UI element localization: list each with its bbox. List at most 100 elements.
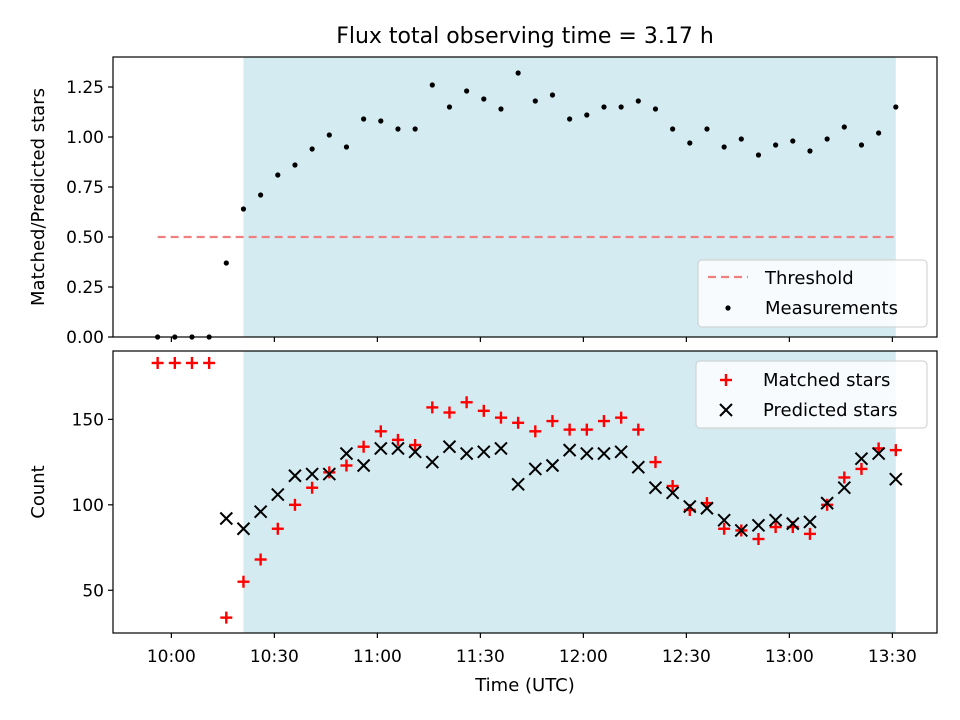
- top-panel: 0.00 0.25 0.50 0.75 1.00 1.25 Matched/Predict…: [28, 56, 938, 348]
- predicted-star-marker: [494, 441, 508, 456]
- measurement-point: [498, 106, 504, 112]
- predicted-star-marker: [459, 446, 474, 461]
- predicted-star-marker: [236, 522, 251, 536]
- predicted-star-marker: [751, 518, 766, 533]
- x-tick-label: 11:30: [456, 647, 505, 667]
- top-x-ticks: [170, 337, 893, 342]
- matched-star-marker: [649, 456, 662, 469]
- predicted-star-marker: [477, 445, 491, 459]
- x-tick-label: 11:00: [353, 647, 402, 667]
- predicted-star-marker: [374, 441, 388, 456]
- top-y-ticks: 0.00 0.25 0.50 0.75 1.00 1.25: [66, 78, 113, 348]
- x-tick-label: 13:00: [765, 647, 814, 667]
- predicted-star-marker: [871, 446, 886, 461]
- predicted-star-marker: [820, 496, 834, 510]
- measurement-point: [532, 98, 538, 104]
- matched-star-marker: [821, 498, 834, 511]
- measurement-point: [292, 162, 298, 168]
- y-tick-label: 0.50: [66, 228, 104, 248]
- measurement-point: [670, 126, 676, 132]
- predicted-star-marker: [837, 481, 852, 495]
- matched-star-marker: [426, 401, 439, 414]
- predicted-star-marker: [305, 467, 319, 481]
- measurement-point: [601, 104, 607, 110]
- bottom-y-ticks: 50 100 150: [72, 410, 113, 601]
- top-legend-box: [697, 259, 928, 328]
- legend-predicted-swatch: [719, 403, 733, 417]
- matched-star-marker: [632, 423, 645, 436]
- x-tick-label: 13:30: [868, 647, 917, 667]
- matched-star-marker: [168, 356, 181, 369]
- measurement-point: [567, 116, 573, 122]
- matched-star-marker: [254, 553, 267, 566]
- measurement-points: [155, 70, 899, 340]
- predicted-star-marker: [356, 458, 371, 473]
- bottom-legend: Matched stars Predicted stars: [695, 360, 928, 429]
- measurement-point: [584, 112, 590, 118]
- predicted-star-marker: [665, 486, 680, 500]
- matched-star-marker: [512, 416, 525, 429]
- measurement-point: [618, 104, 624, 110]
- bottom-axes-frame: [112, 350, 938, 634]
- measurement-point: [326, 132, 332, 138]
- measurement-point: [464, 88, 470, 94]
- measurement-point: [515, 70, 521, 76]
- predicted-star-marker: [786, 516, 800, 531]
- matched-star-marker: [666, 480, 679, 493]
- measurement-point: [652, 106, 659, 112]
- matched-star-marker: [752, 533, 765, 545]
- matched-star-marker: [580, 423, 593, 436]
- matched-star-marker: [803, 527, 816, 540]
- measurement-point: [378, 118, 384, 124]
- matched-star-marker: [443, 406, 456, 419]
- matched-star-marker: [185, 356, 198, 369]
- x-tick-label: 12:30: [662, 647, 711, 667]
- legend-matched-swatch: [720, 374, 732, 386]
- measurement-point: [343, 144, 350, 150]
- measurement-point: [240, 206, 247, 212]
- measurement-point: [704, 126, 710, 132]
- predicted-star-marker: [528, 462, 543, 476]
- top-y-axis-label: Matched/Predicted stars: [28, 88, 49, 306]
- matched-star-marker: [271, 522, 284, 535]
- measurement-point: [893, 104, 899, 110]
- predicted-star-marker: [425, 455, 440, 469]
- matched-star-marker: [855, 462, 868, 475]
- matched-star-marker: [529, 425, 542, 438]
- predicted-star-marker: [253, 504, 268, 519]
- y-tick-label: 100: [72, 496, 104, 516]
- measurement-point: [635, 98, 641, 104]
- matched-star-marker: [151, 356, 164, 369]
- x-tick-label: 10:30: [250, 647, 299, 667]
- measurement-point: [429, 82, 435, 88]
- predicted-star-marker: [219, 511, 234, 526]
- matched-star-marker: [323, 466, 336, 479]
- predicted-star-marker: [803, 515, 817, 529]
- matched-star-marker: [409, 439, 422, 451]
- measurement-point: [876, 130, 882, 136]
- predicted-star-marker: [648, 481, 663, 495]
- matched-star-marker: [391, 433, 404, 446]
- matched-star-marker: [288, 498, 301, 511]
- y-tick-label: 50: [82, 581, 104, 601]
- x-tick-label: 10:00: [147, 647, 196, 667]
- predicted-star-marker: [854, 451, 869, 466]
- predicted-star-marker: [768, 513, 783, 527]
- matched-star-marker: [203, 356, 216, 369]
- bottom-y-axis-label: Count: [28, 465, 49, 518]
- y-tick-label: 1.00: [66, 128, 104, 148]
- matched-star-marker: [563, 423, 576, 436]
- matched-star-marker: [460, 396, 473, 409]
- measurement-point: [738, 136, 744, 142]
- measurement-point: [549, 92, 556, 98]
- top-legend: Threshold Measurements: [697, 259, 928, 328]
- measurement-point: [309, 146, 315, 152]
- matched-star-marker: [889, 444, 902, 457]
- measurement-point: [841, 124, 847, 130]
- y-tick-label: 0.25: [66, 278, 104, 298]
- matched-stars-points: [151, 356, 902, 624]
- predicted-star-marker: [614, 445, 628, 459]
- matched-star-marker: [597, 415, 610, 428]
- legend-matched-label: Matched stars: [763, 370, 890, 391]
- predicted-star-marker: [683, 499, 697, 514]
